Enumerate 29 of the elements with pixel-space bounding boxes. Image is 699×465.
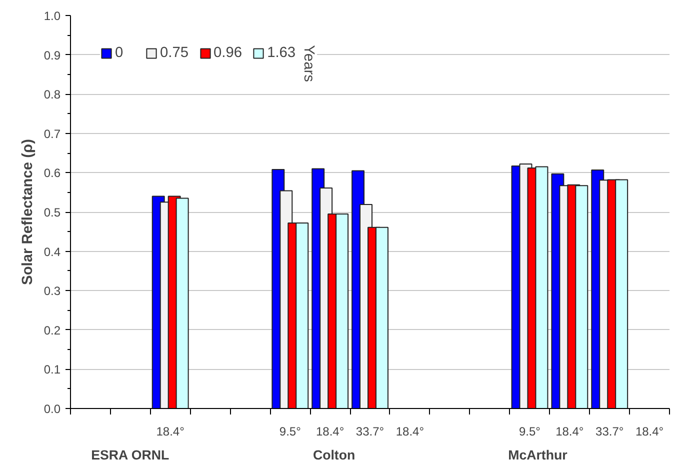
legend-label: 0 <box>115 45 124 61</box>
x-tick-label: 9.5° <box>279 424 302 438</box>
x-tick-label: 33.7° <box>596 424 624 438</box>
text: Colton <box>312 448 356 462</box>
x-tick-label: 18.4° <box>156 424 185 438</box>
text: ESRA ORNL <box>91 448 170 462</box>
y-tick-label: 0.8 <box>44 88 61 102</box>
legend-label: 0.75 <box>160 45 189 61</box>
text: McArthur <box>508 448 568 462</box>
x-tick-label: 18.4° <box>635 424 664 438</box>
y-axis-title: Solar Reflectance (ρ) <box>20 138 36 285</box>
x-tick-label: 9.5° <box>518 424 541 438</box>
y-tick-label: 0.5 <box>44 206 61 220</box>
y-tick-label: 1.0 <box>44 9 61 23</box>
x-tick-label: 18.4° <box>556 424 584 438</box>
y-tick-label: 0.6 <box>44 166 61 180</box>
x-tick-label: 33.7° <box>356 424 384 438</box>
legend-title: Years <box>300 45 317 82</box>
x-tick-label: 18.4° <box>316 424 344 438</box>
y-tick-label: 0.7 <box>44 126 61 141</box>
legend-label: 1.63 <box>267 45 296 61</box>
y-tick-label: 0.2 <box>44 323 61 338</box>
y-tick-label: 0.9 <box>44 48 61 62</box>
legend-label: 0.96 <box>214 45 242 61</box>
y-tick-label: 0.3 <box>44 284 61 298</box>
x-tick-label: 18.4° <box>396 424 424 438</box>
y-tick-label: 0.1 <box>44 362 61 377</box>
y-tick-label: 0.4 <box>44 244 61 259</box>
y-tick-label: 0.0 <box>44 402 61 416</box>
